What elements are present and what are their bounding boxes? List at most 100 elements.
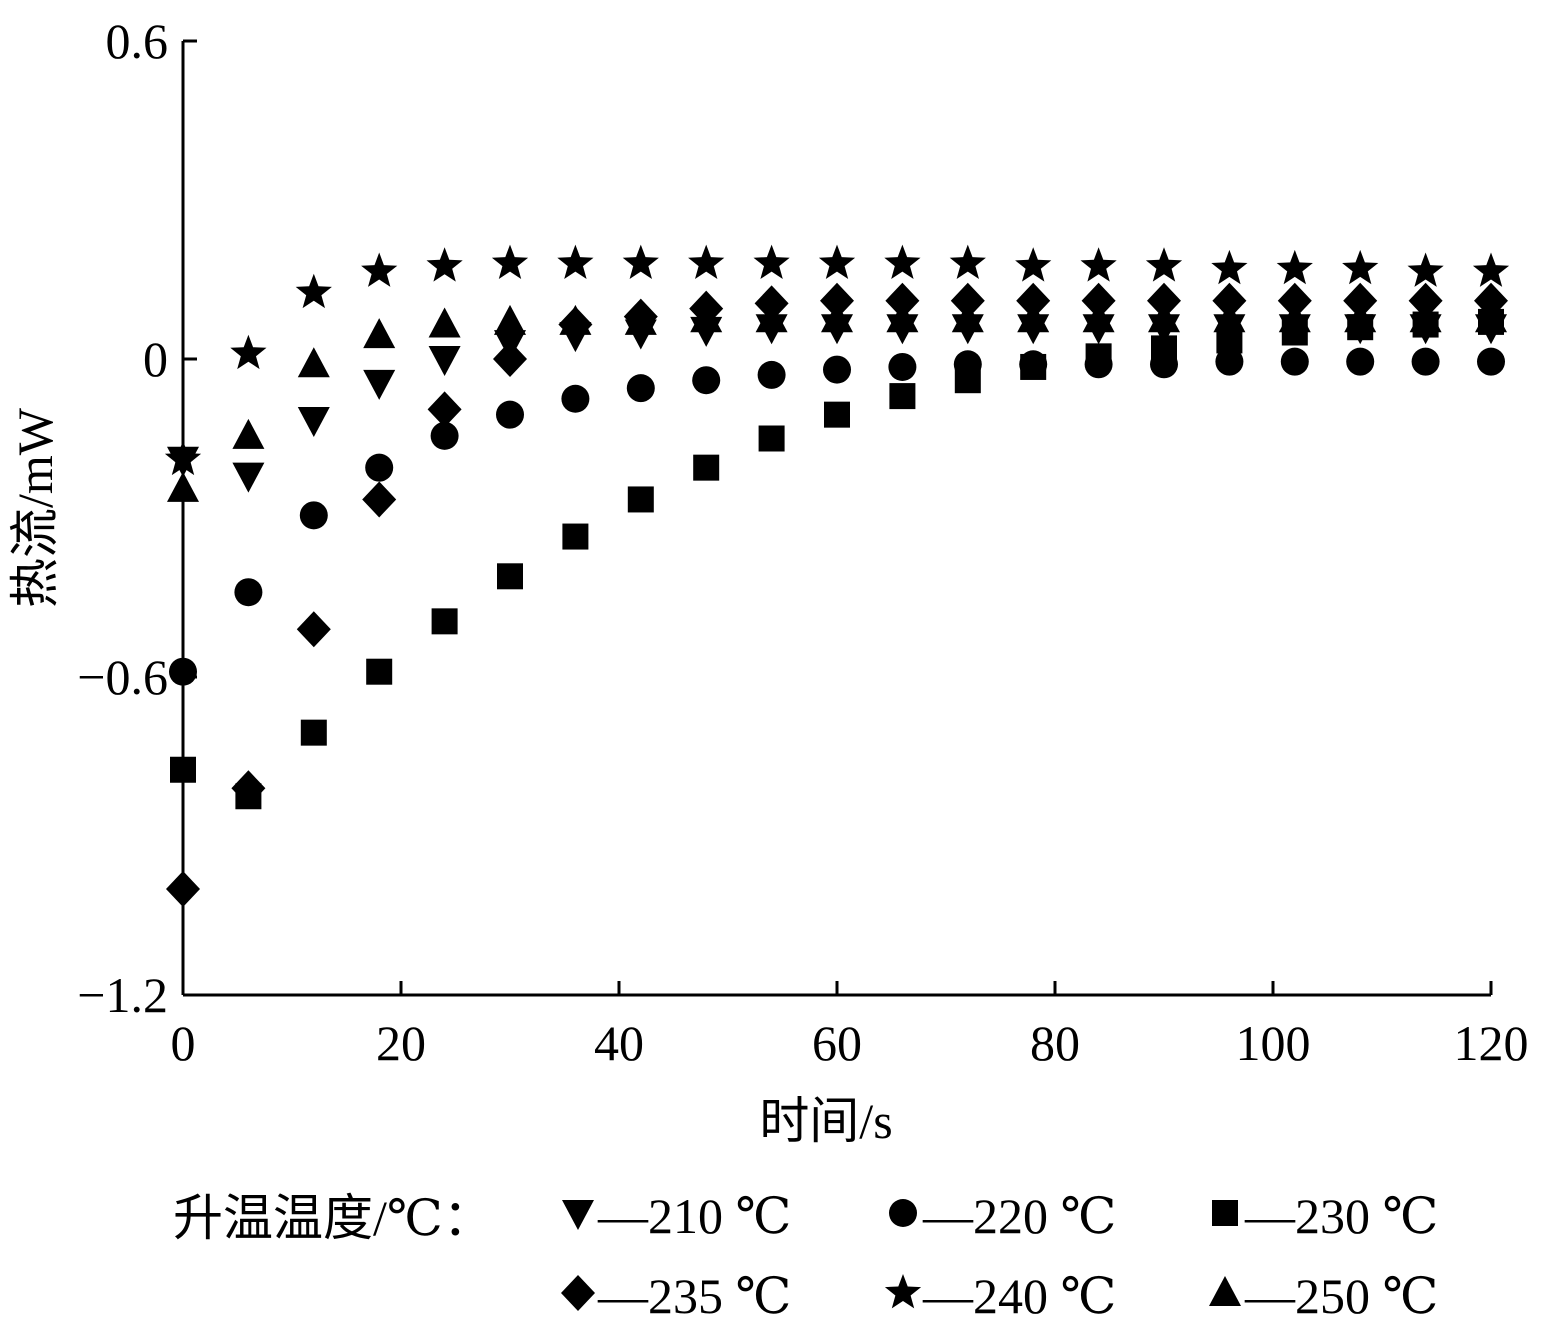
series-circle: [169, 347, 1505, 686]
axes: [181, 41, 1491, 997]
point-triangle-up: [1278, 302, 1311, 333]
point-square: [954, 367, 981, 394]
point-triangle-up: [559, 304, 592, 335]
x-tick-label: 40: [594, 1015, 644, 1071]
point-triangle-up: [755, 302, 788, 333]
point-circle: [1215, 347, 1244, 376]
point-diamond: [1016, 282, 1051, 319]
point-triangle-up: [494, 304, 526, 335]
point-circle: [496, 400, 524, 429]
point-circle: [1411, 347, 1440, 376]
point-circle: [823, 355, 851, 384]
point-circle: [1477, 347, 1505, 376]
point-circle: [299, 501, 328, 530]
point-triangle-up: [167, 471, 199, 502]
point-circle: [626, 374, 655, 403]
point-star: [1145, 247, 1183, 282]
point-circle: [169, 657, 197, 686]
legend-item: —230 ℃: [1212, 1188, 1438, 1244]
y-tick-label: −1.2: [77, 967, 168, 1023]
point-square: [562, 523, 589, 550]
x-tick-label: 60: [812, 1015, 862, 1071]
point-triangle-up: [690, 302, 723, 333]
point-triangle-up: [1082, 302, 1115, 333]
point-square: [497, 563, 523, 590]
legend-marker-star: [884, 1274, 922, 1309]
point-star: [1407, 252, 1444, 287]
point-triangle-up: [232, 418, 265, 449]
point-triangle-up: [951, 302, 984, 333]
point-triangle-up: [1213, 302, 1246, 333]
point-diamond: [362, 481, 397, 518]
point-triangle-up: [886, 302, 919, 333]
point-diamond: [950, 282, 985, 319]
point-square: [366, 658, 393, 685]
legend-label: —230 ℃: [1244, 1188, 1438, 1244]
point-star: [164, 440, 202, 476]
y-axis-title: 热流/mW: [7, 407, 63, 608]
x-tick-label: 80: [1030, 1015, 1080, 1071]
series-star: [164, 244, 1510, 476]
x-tick-label: 120: [1454, 1015, 1529, 1071]
series-diamond: [166, 282, 1508, 907]
legend-marker-square: [1212, 1200, 1238, 1226]
point-star: [1472, 252, 1510, 287]
point-circle: [692, 366, 721, 395]
tick-labels: 0 20 40 60 80 100 120 0.6 0 −0.6 −1.2: [77, 13, 1528, 1071]
point-star: [557, 244, 594, 279]
point-star: [884, 244, 921, 279]
point-diamond: [1277, 282, 1312, 319]
point-star: [622, 244, 659, 279]
point-circle: [1280, 347, 1309, 376]
point-star: [491, 244, 529, 279]
point-star: [1211, 249, 1248, 285]
point-star: [1080, 247, 1117, 282]
legend-item: —210 ℃: [562, 1188, 791, 1244]
y-tick-label: 0.6: [106, 13, 169, 69]
legend-marker-triangle-down: [562, 1200, 594, 1230]
point-triangle-up: [821, 302, 853, 333]
x-tick-label: 0: [171, 1015, 196, 1071]
point-square: [758, 425, 785, 452]
legend-label: —235 ℃: [597, 1268, 791, 1324]
point-square: [170, 756, 196, 783]
legend-marker-diamond: [561, 1275, 595, 1311]
ticks: [181, 39, 1493, 997]
point-diamond: [820, 282, 854, 319]
point-star: [949, 244, 986, 279]
point-circle: [365, 453, 394, 482]
x-tick-label: 20: [376, 1015, 426, 1071]
legend-item: —250 ℃: [1209, 1268, 1438, 1324]
point-triangle-up: [624, 304, 657, 335]
point-star: [230, 334, 267, 370]
point-diamond: [1343, 282, 1378, 319]
point-circle: [430, 421, 459, 450]
point-square: [431, 608, 458, 635]
point-triangle-up: [1017, 302, 1050, 333]
point-square: [889, 383, 916, 410]
legend-label: —250 ℃: [1244, 1268, 1438, 1324]
point-square: [627, 486, 654, 513]
point-triangle-up: [1409, 302, 1442, 333]
point-triangle-down: [363, 369, 396, 400]
point-circle: [234, 578, 263, 607]
y-tick-label: −0.6: [77, 649, 168, 705]
legend: 升温温度/℃： —210 ℃ —220 ℃ —230 ℃ —235 ℃ —240 ℃ —2…: [173, 1188, 1438, 1324]
point-triangle-down: [232, 462, 265, 493]
point-square: [1151, 335, 1177, 362]
point-star: [1015, 247, 1052, 282]
point-diamond: [427, 391, 462, 428]
point-square: [300, 719, 327, 746]
point-diamond: [166, 871, 200, 907]
point-triangle-up: [297, 347, 330, 378]
point-diamond: [296, 611, 331, 648]
legend-label: —240 ℃: [922, 1268, 1116, 1324]
point-star: [1276, 249, 1313, 285]
point-diamond: [1212, 282, 1247, 319]
legend-label: —220 ℃: [922, 1188, 1116, 1244]
point-diamond: [231, 770, 266, 807]
legend-label: —210 ℃: [597, 1188, 791, 1244]
point-triangle-down: [297, 406, 330, 437]
point-triangle-up: [1475, 302, 1507, 333]
